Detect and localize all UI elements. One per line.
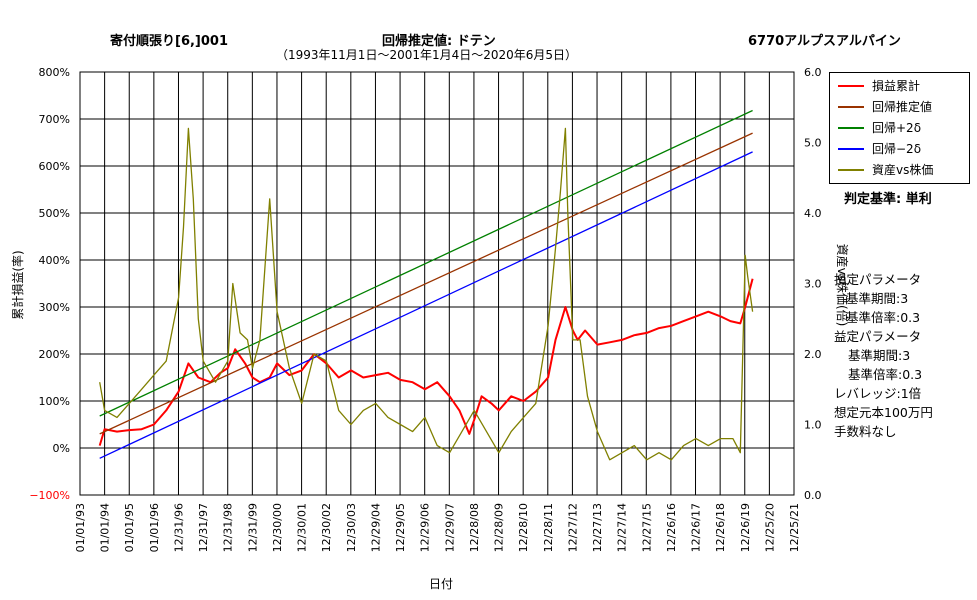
y2-tick-label: 0.0	[804, 489, 822, 502]
y2-axis-title: 資産vs株価(倍)	[835, 244, 850, 327]
y2-tick-label: 1.0	[804, 419, 822, 432]
legend-item: 回帰+2δ	[838, 119, 968, 137]
x-tick-label: 12/27/12	[566, 503, 579, 552]
chart-header-left: 寄付順張り[6,]001	[110, 34, 229, 49]
legend-swatch	[838, 169, 864, 171]
y-tick-label: 200%	[39, 348, 70, 361]
x-tick-label: 12/28/09	[493, 503, 506, 552]
x-tick-label: 12/31/98	[222, 503, 235, 552]
x-tick-label: 12/29/04	[369, 503, 382, 552]
x-tick-label: 12/27/13	[591, 503, 604, 552]
chart-header-right: 6770アルプスアルパイン	[748, 34, 901, 49]
param-leverage: レバレッジ:1倍	[834, 386, 922, 401]
legend-swatch	[838, 85, 864, 87]
series-line	[99, 151, 753, 459]
x-tick-label: 12/26/16	[665, 503, 678, 552]
x-tick-label: 12/28/10	[517, 503, 530, 552]
y-tick-label: 400%	[39, 254, 70, 267]
plot-area	[79, 71, 795, 496]
legend-swatch	[838, 127, 864, 129]
x-tick-label: 12/27/15	[640, 503, 653, 552]
y-tick-label: 700%	[39, 113, 70, 126]
legend-label: 回帰+2δ	[872, 121, 922, 135]
legend-swatch	[838, 148, 864, 150]
x-tick-label: 12/30/00	[271, 503, 284, 552]
x-tick-label: 01/01/94	[99, 503, 112, 552]
legend-item: 損益累計	[838, 77, 968, 95]
parameter-list: 損定パラメータ 基準期間:3 基準倍率:0.3 益定パラメータ 基準期間:3 基…	[834, 270, 933, 441]
y-tick-label: 600%	[39, 160, 70, 173]
x-tick-label: 12/30/03	[345, 503, 358, 552]
y2-tick-label: 2.0	[804, 348, 822, 361]
param-stop-ratio: 基準倍率:0.3	[846, 310, 921, 325]
legend-label: 資産vs株価	[872, 163, 934, 177]
chart-legend: 損益累計 回帰推定値 回帰+2δ 回帰−2δ 資産vs株価	[829, 72, 970, 184]
x-tick-label: 12/29/07	[443, 503, 456, 552]
x-tick-label: 01/01/93	[74, 503, 87, 552]
legend-item: 資産vs株価	[838, 161, 968, 179]
x-tick-label: 12/26/17	[690, 503, 703, 552]
x-tick-label: 12/26/19	[739, 503, 752, 552]
series-line	[99, 132, 753, 435]
x-tick-label: 12/31/97	[197, 503, 210, 552]
param-profit-title: 益定パラメータ	[834, 329, 922, 344]
x-tick-label: 12/27/14	[616, 503, 629, 552]
x-tick-label: 12/28/08	[468, 503, 481, 552]
x-tick-label: 12/30/01	[296, 503, 309, 552]
x-tick-label: 12/26/18	[714, 503, 727, 552]
x-tick-label: 12/31/99	[246, 503, 259, 552]
series-line	[99, 127, 754, 461]
x-axis-title: 日付	[429, 577, 453, 591]
y2-tick-label: 4.0	[804, 207, 822, 220]
x-tick-label: 12/29/05	[394, 503, 407, 552]
x-tick-label: 12/29/06	[419, 503, 432, 552]
legend-swatch	[838, 106, 864, 108]
judge-criterion: 判定基準: 単利	[844, 192, 932, 207]
legend-item: 回帰−2δ	[838, 140, 968, 158]
x-tick-label: 12/30/02	[320, 503, 333, 552]
param-fee: 手数料なし	[834, 424, 897, 439]
y-tick-label: 100%	[39, 395, 70, 408]
legend-label: 損益累計	[872, 79, 921, 93]
series-line	[99, 109, 753, 417]
legend-item: 回帰推定値	[838, 98, 968, 116]
param-stop-title: 損定パラメータ	[834, 272, 922, 287]
y2-tick-label: 6.0	[804, 66, 822, 79]
chart-header-center: 回帰推定値: ドテン	[382, 34, 496, 49]
y2-tick-label: 5.0	[804, 137, 822, 150]
x-tick-label: 01/01/96	[148, 503, 161, 552]
y-tick-label: 800%	[39, 66, 70, 79]
param-stop-period: 基準期間:3	[846, 291, 909, 306]
chart-date-range: （1993年11月1日～2001年1月4日～2020年6月5日）	[276, 48, 578, 62]
y-tick-label: −100%	[29, 489, 70, 502]
y-tick-label: 0%	[53, 442, 70, 455]
param-capital: 想定元本100万円	[834, 405, 933, 420]
y-tick-label: 500%	[39, 207, 70, 220]
x-tick-label: 12/28/11	[542, 503, 555, 552]
x-tick-label: 12/25/20	[763, 503, 776, 552]
y2-tick-label: 3.0	[804, 278, 822, 291]
x-tick-label: 12/31/96	[172, 503, 185, 552]
y-tick-label: 300%	[39, 301, 70, 314]
param-profit-period: 基準期間:3	[848, 348, 911, 363]
x-tick-label: 01/01/95	[123, 503, 136, 552]
param-profit-ratio: 基準倍率:0.3	[848, 367, 923, 382]
legend-label: 回帰−2δ	[872, 142, 922, 156]
y-axis-title: 累計損益(率)	[10, 250, 25, 319]
legend-label: 回帰推定値	[872, 100, 933, 114]
x-tick-label: 12/25/21	[788, 503, 801, 552]
